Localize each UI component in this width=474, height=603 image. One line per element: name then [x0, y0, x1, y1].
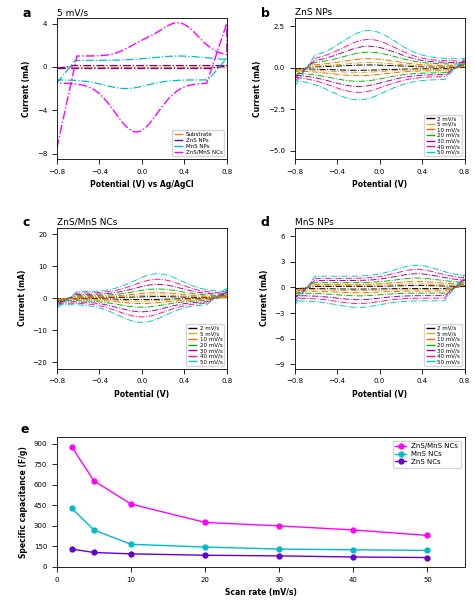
Legend: ZnS/MnS NCs, MnS NCs, ZnS NCs: ZnS/MnS NCs, MnS NCs, ZnS NCs	[392, 441, 461, 468]
Text: d: d	[261, 216, 270, 229]
Text: 5 mV/s: 5 mV/s	[57, 8, 88, 17]
Legend: 2 mV/s, 5 mV/s, 10 mV/s, 20 mV/s, 30 mV/s, 40 mV/s, 50 mV/s: 2 mV/s, 5 mV/s, 10 mV/s, 20 mV/s, 30 mV/…	[424, 324, 462, 366]
X-axis label: Potential (V): Potential (V)	[352, 390, 407, 399]
X-axis label: Potential (V): Potential (V)	[352, 180, 407, 189]
Text: ZnS NPs: ZnS NPs	[295, 8, 332, 17]
X-axis label: Potential (V) vs Ag/AgCl: Potential (V) vs Ag/AgCl	[90, 180, 193, 189]
Text: e: e	[20, 423, 29, 436]
Text: c: c	[23, 216, 30, 229]
Y-axis label: Current (mA): Current (mA)	[260, 270, 269, 326]
X-axis label: Scan rate (mV/s): Scan rate (mV/s)	[225, 588, 297, 597]
Legend: 2 mV/s, 5 mV/s, 10 mV/s, 20 mV/s, 30 mV/s, 40 mV/s, 50 mV/s: 2 mV/s, 5 mV/s, 10 mV/s, 20 mV/s, 30 mV/…	[186, 324, 224, 366]
Text: ZnS/MnS NCs: ZnS/MnS NCs	[57, 218, 117, 227]
Legend: Substrate, ZnS NPs, MnS NPs, ZnS/MnS NCs: Substrate, ZnS NPs, MnS NPs, ZnS/MnS NCs	[172, 130, 224, 156]
Legend: 2 mV/s, 5 mV/s, 10 mV/s, 20 mV/s, 30 mV/s, 40 mV/s, 50 mV/s: 2 mV/s, 5 mV/s, 10 mV/s, 20 mV/s, 30 mV/…	[424, 115, 462, 156]
Text: MnS NPs: MnS NPs	[295, 218, 333, 227]
Y-axis label: Current (mA): Current (mA)	[254, 60, 263, 117]
Y-axis label: Current (mA): Current (mA)	[22, 60, 31, 117]
Text: b: b	[261, 7, 270, 20]
X-axis label: Potential (V): Potential (V)	[114, 390, 169, 399]
Y-axis label: Current (mA): Current (mA)	[18, 270, 27, 326]
Y-axis label: Specific capacitance (F/g): Specific capacitance (F/g)	[19, 446, 28, 558]
Text: a: a	[23, 7, 31, 20]
